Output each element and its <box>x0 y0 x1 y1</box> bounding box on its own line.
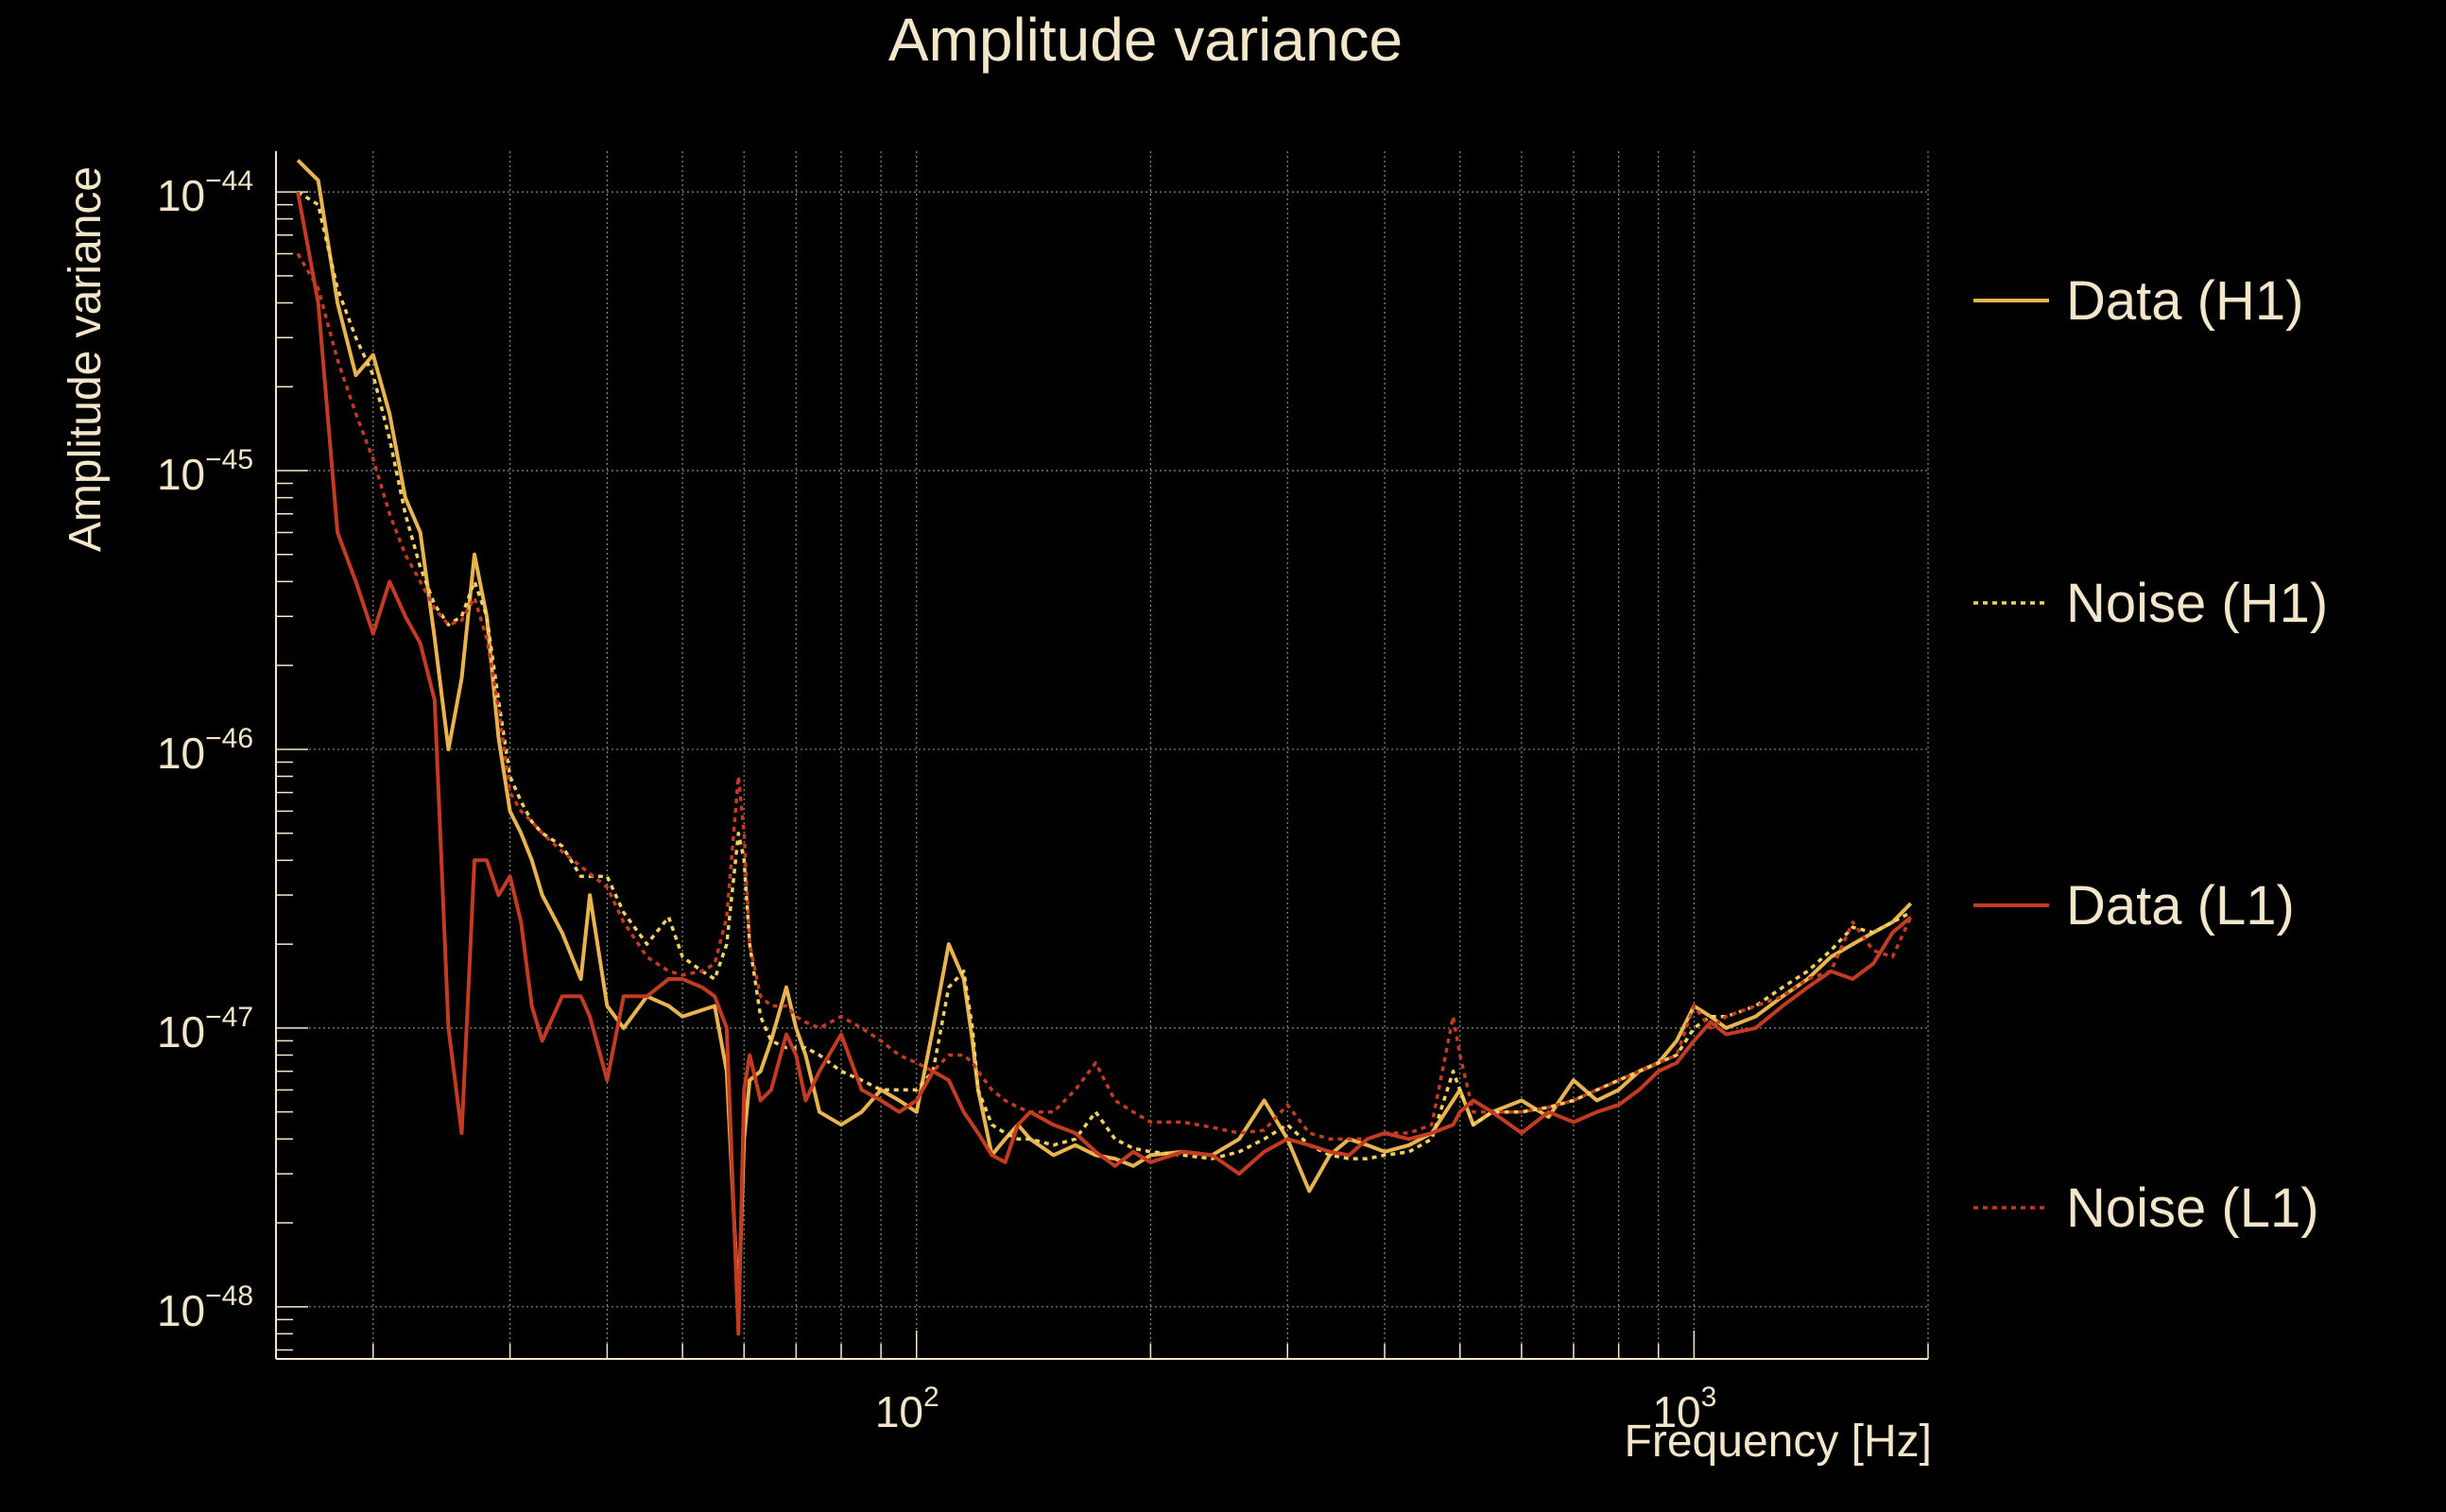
series-line-noise-h1 <box>297 190 1912 1160</box>
x-axis-label: Frequency [Hz] <box>1625 1417 1932 1467</box>
legend-label: Data (H1) <box>2066 270 2303 332</box>
grid-lines <box>276 151 1929 1359</box>
axes <box>275 151 1929 1360</box>
y-tick-label: 10−48 <box>157 1280 253 1335</box>
y-axis-label: Amplitude variance <box>60 166 111 552</box>
x-tick-label: 103 <box>1652 1382 1716 1436</box>
chart-title: Amplitude variance <box>888 6 1403 74</box>
y-tick-label: 10−44 <box>157 165 253 220</box>
x-tick-label: 102 <box>875 1382 939 1436</box>
series-line-noise-l1 <box>296 252 1913 1142</box>
legend-label: Noise (L1) <box>2066 1177 2319 1239</box>
y-tick-label: 10−45 <box>157 444 253 499</box>
y-tick-labels: 10−48 10−47 10−46 10−45 10−44 <box>157 165 253 1335</box>
legend-label: Noise (H1) <box>2066 573 2328 634</box>
y-tick-label: 10−46 <box>157 723 253 778</box>
y-tick-label: 10−47 <box>157 1002 253 1057</box>
plot-series <box>296 159 1913 1336</box>
x-tick-labels: 102 103 <box>875 1382 1716 1436</box>
legend-label: Data (L1) <box>2066 875 2295 936</box>
legend: Data (H1) Noise (H1) Data (L1) Noise (L1) <box>1973 270 2328 1239</box>
series-line-data-l1 <box>296 191 1912 1336</box>
